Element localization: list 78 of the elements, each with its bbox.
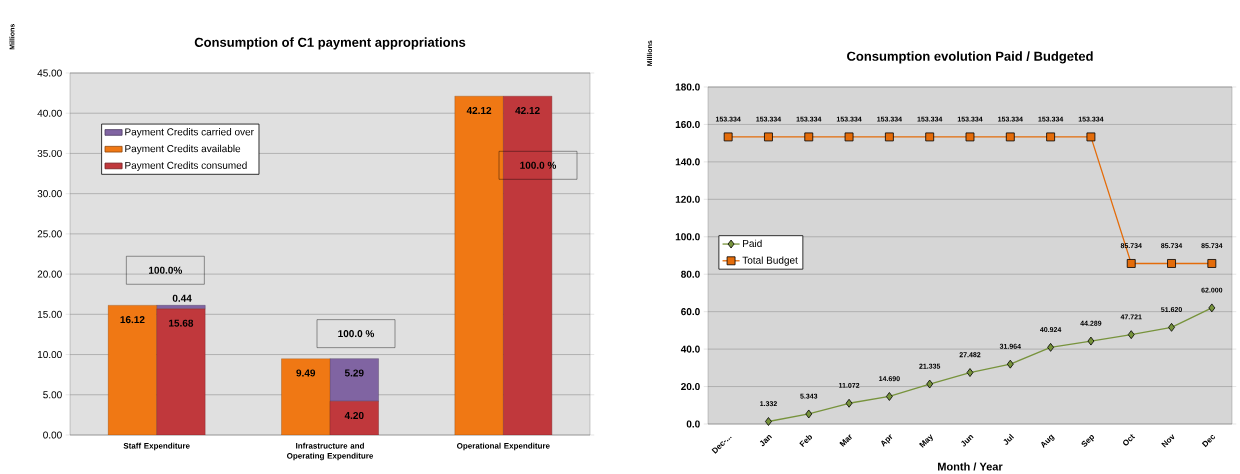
chart-title: Consumption evolution Paid / Budgeted xyxy=(847,51,1093,64)
y-tick-label: 60.0 xyxy=(681,308,700,316)
point xyxy=(1006,359,1014,369)
data-label: 42.12 xyxy=(466,106,492,114)
data-label: 42.12 xyxy=(515,106,540,114)
data-label: 15.68 xyxy=(169,319,194,327)
data-label: 9.49 xyxy=(296,369,316,377)
legend-label: Payment Credits carried over xyxy=(125,128,254,138)
bar xyxy=(329,358,379,402)
y-tick-label: 100.0 xyxy=(675,233,700,241)
y-tick-label: 20.00 xyxy=(37,270,62,278)
y-tick-label: 160.0 xyxy=(675,120,700,128)
x-tick-label: Dec xyxy=(1201,434,1215,448)
x-tick-label: Jul xyxy=(1003,433,1015,445)
y-tick-label: 25.00 xyxy=(37,230,62,238)
point xyxy=(765,417,772,426)
y-tick-label: 180.0 xyxy=(675,83,700,91)
y-tick-label: 15.00 xyxy=(37,310,62,318)
x-axis-title: Month / Year xyxy=(938,462,1003,471)
point xyxy=(1168,322,1175,332)
point xyxy=(764,132,773,142)
point xyxy=(1207,259,1217,268)
point xyxy=(844,132,854,142)
y-tick-label: 5.00 xyxy=(43,391,62,399)
x-tick-label: Sep xyxy=(1081,435,1095,447)
point xyxy=(1047,342,1055,352)
y-tick-label: 0.00 xyxy=(43,431,62,439)
x-tick-label: Feb xyxy=(799,435,813,448)
point xyxy=(1208,303,1216,313)
y-tick-label: 45.00 xyxy=(37,69,62,77)
x-tick-label: Jan xyxy=(759,435,772,447)
chart-title: Consumption of C1 payment appropriations xyxy=(194,37,466,50)
x-tick-label: Apr xyxy=(881,434,893,447)
y-tick-label: 40.00 xyxy=(37,109,62,117)
point xyxy=(1167,259,1176,268)
annotation: 100.0% xyxy=(149,266,183,274)
x-tick-label: Infrastructure and Operating Expenditure xyxy=(287,442,374,461)
point xyxy=(845,398,853,408)
data-label: 0.44 xyxy=(172,294,192,302)
point xyxy=(965,132,975,142)
data-label: 4.20 xyxy=(344,411,364,420)
point xyxy=(804,132,814,142)
y-tick-label: 35.00 xyxy=(37,149,62,157)
legend-label: Payment Credits available xyxy=(125,144,241,155)
x-tick-label: Staff Expenditure xyxy=(123,442,190,451)
y-tick-label: 140.0 xyxy=(675,158,700,166)
point xyxy=(925,132,935,142)
y-tick-label: 20.0 xyxy=(681,383,700,391)
point xyxy=(1126,259,1136,268)
x-tick-label: Oct xyxy=(1123,434,1136,446)
point xyxy=(885,392,893,401)
y-tick-label: 40.0 xyxy=(680,345,700,353)
data-label: 16.12 xyxy=(120,316,145,324)
y-tick-label: 120.0 xyxy=(675,195,700,203)
y-tick-label: 30.00 xyxy=(37,190,62,198)
point xyxy=(1046,132,1056,142)
y-tick-label: 0.0 xyxy=(686,420,700,428)
point xyxy=(1086,132,1096,142)
point xyxy=(1127,330,1135,340)
bar xyxy=(281,358,331,435)
x-tick-label: Operational Expenditure xyxy=(456,442,550,451)
y-tick-label: 10.00 xyxy=(37,351,62,359)
point xyxy=(884,132,894,142)
legend-label: Payment Credits consumed xyxy=(125,161,247,171)
bar xyxy=(329,401,379,435)
legend-label: Paid xyxy=(743,239,762,248)
point xyxy=(723,132,733,142)
annotation: 100.0 % xyxy=(338,330,375,338)
point xyxy=(1005,132,1015,142)
point xyxy=(926,379,934,389)
point xyxy=(805,409,813,419)
x-tick-label: Jun xyxy=(961,435,974,447)
x-tick-label: Mar xyxy=(839,434,852,447)
legend-label: Total Budget xyxy=(742,256,798,266)
y-tick-label: 80.0 xyxy=(681,270,700,278)
point xyxy=(1087,336,1095,346)
point xyxy=(966,368,974,377)
data-label: 5.29 xyxy=(344,369,364,377)
